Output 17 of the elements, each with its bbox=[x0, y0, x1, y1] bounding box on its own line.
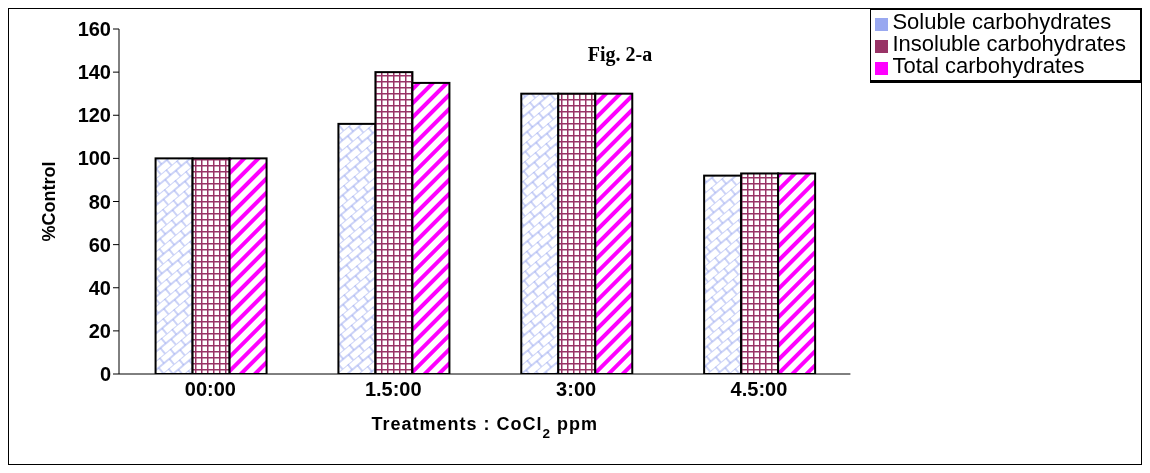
y-tick-label: 120 bbox=[77, 104, 111, 127]
text: Fig. 2-a bbox=[587, 43, 653, 66]
y-tick-label: 160 bbox=[77, 18, 111, 41]
y-tick-label: 60 bbox=[88, 233, 111, 256]
x-tick-label: 1.5:00 bbox=[364, 378, 422, 401]
x-axis-title: Treatments : CoCl$_{2}$ ppm bbox=[371, 414, 598, 441]
y-axis-title: %Control bbox=[39, 161, 60, 242]
y-tick-label: 20 bbox=[88, 319, 111, 342]
y-tick-label: 40 bbox=[88, 276, 111, 299]
y-tick-label: 80 bbox=[88, 190, 111, 213]
legend-label: Soluble carbohydrates bbox=[892, 9, 1112, 34]
y-tick-label: 140 bbox=[77, 61, 111, 84]
x-tick-label: 3:00 bbox=[556, 378, 597, 401]
x-tick-label: 4.5:00 bbox=[730, 378, 788, 401]
x-tick-label: 00:00 bbox=[184, 378, 236, 401]
y-tick-label: 0 bbox=[99, 363, 111, 386]
y-tick-label: 100 bbox=[77, 147, 111, 170]
